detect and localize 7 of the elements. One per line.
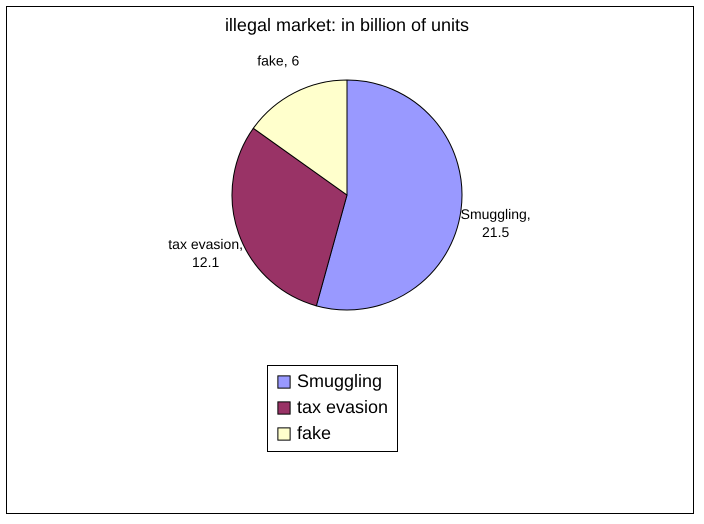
legend-label: Smuggling <box>297 371 382 391</box>
data-label: tax evasion, 12.1 <box>168 236 244 270</box>
legend-label: tax evasion <box>297 397 388 417</box>
legend-label: fake <box>297 423 332 443</box>
data-label: fake, 6 <box>257 52 300 69</box>
chart-title: illegal market: in billion of units <box>224 15 470 35</box>
data-label: Smuggling, 21.5 <box>460 206 531 240</box>
